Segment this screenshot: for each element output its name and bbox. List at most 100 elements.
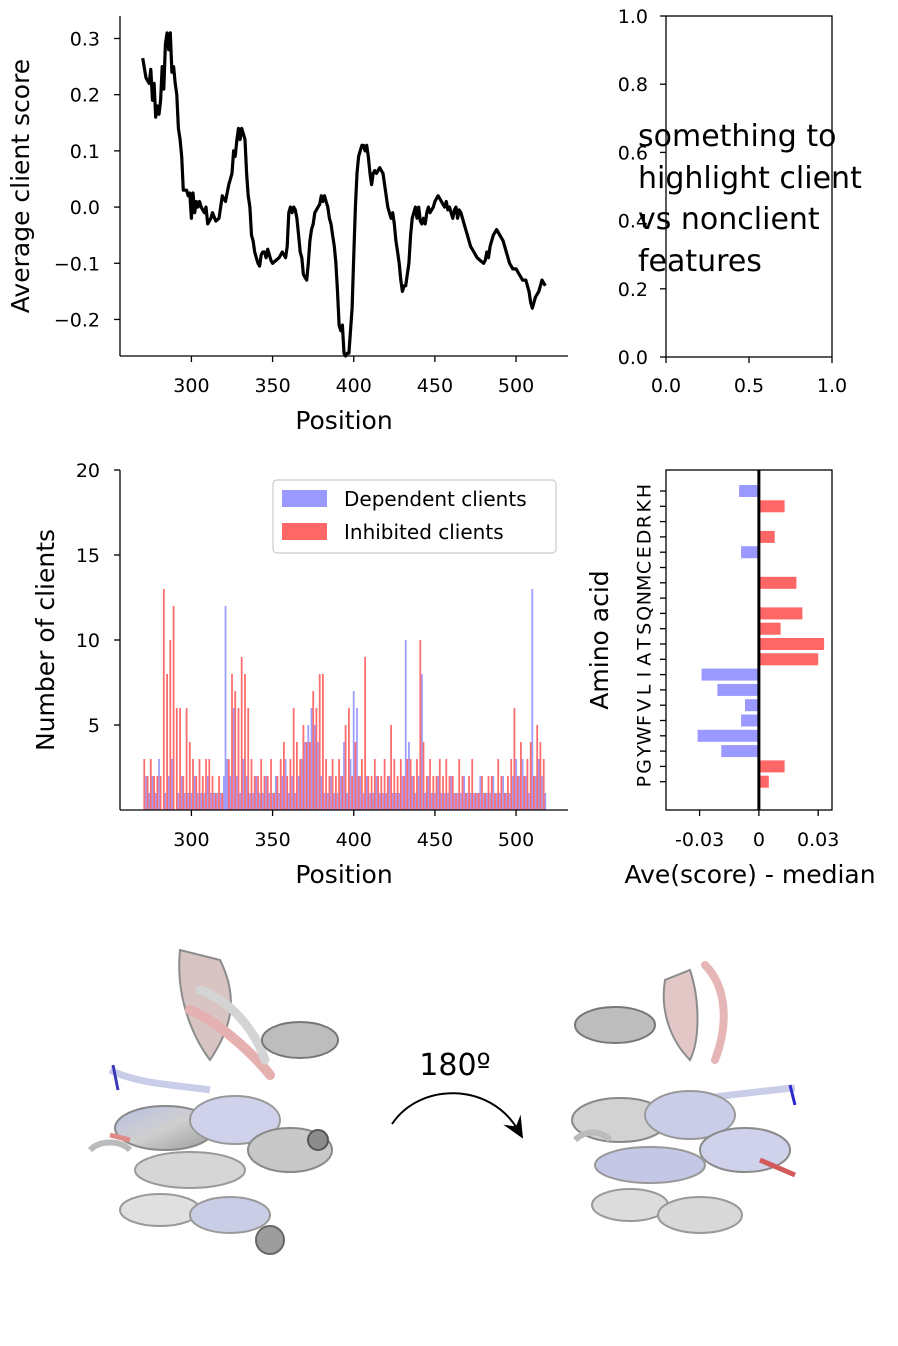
bar-dependent	[528, 793, 530, 810]
bar-inhibited	[348, 708, 350, 810]
bar-dependent	[401, 776, 404, 810]
bar-dependent	[398, 793, 401, 810]
amino-acid-bar	[758, 530, 775, 543]
bar-dependent	[313, 725, 316, 810]
bar-inhibited	[513, 708, 516, 810]
bar-inhibited	[419, 640, 422, 810]
bar-dependent	[320, 776, 323, 810]
bar-dependent	[177, 793, 180, 810]
x-tick-label: 300	[173, 829, 209, 851]
bar-inhibited	[198, 759, 201, 810]
y-tick-label: R	[634, 515, 656, 528]
bar-dependent	[424, 793, 427, 810]
rotation-label: 180º	[419, 1048, 490, 1083]
bar-inhibited	[146, 776, 149, 810]
bar-inhibited	[507, 776, 509, 810]
x-ticks: 300 350 400 450 500	[173, 356, 534, 397]
bar-inhibited	[393, 759, 396, 810]
bar-inhibited	[409, 759, 412, 810]
protein-structure-panel: 180º	[87, 948, 797, 1255]
y-tick-label: L	[634, 684, 656, 695]
bar-dependent	[224, 606, 227, 810]
bar-dependent	[339, 776, 342, 810]
bar-inhibited	[289, 759, 292, 810]
bar-dependent	[323, 793, 326, 810]
y-tick-label: −0.2	[54, 309, 100, 331]
bar-inhibited	[234, 691, 237, 810]
bar-dependent	[466, 793, 469, 810]
bar-inhibited	[172, 606, 175, 810]
bar-dependent	[414, 793, 417, 810]
bar-dependent	[485, 793, 488, 810]
bar-inhibited	[231, 674, 233, 810]
bar-dependent	[271, 793, 274, 810]
bar-dependent	[206, 776, 209, 810]
bar-inhibited	[435, 776, 438, 810]
x-ticks: -0.03 0 0.03	[675, 810, 839, 851]
bar-inhibited	[214, 793, 217, 810]
amino-acid-bar	[758, 622, 781, 635]
bar-inhibited	[292, 708, 295, 810]
bar-inhibited	[529, 742, 532, 810]
bar-dependent	[378, 793, 381, 810]
bar-dependent	[511, 776, 514, 810]
bar-dependent	[508, 793, 511, 810]
legend-swatch-dependent	[282, 490, 327, 507]
bar-dependent	[164, 793, 167, 810]
bar-inhibited	[438, 759, 441, 810]
y-tick-label: N	[634, 591, 656, 605]
bar-dependent	[411, 776, 414, 810]
x-tick-label: 0.0	[651, 375, 681, 397]
bar-dependent	[249, 793, 251, 810]
bar-dependent	[190, 793, 193, 810]
bar-dependent	[537, 759, 540, 810]
bar-inhibited	[354, 742, 357, 810]
amino-acid-bar	[741, 546, 759, 559]
bar-dependent	[287, 793, 290, 810]
bar-dependent	[430, 793, 433, 810]
bar-inhibited	[442, 776, 444, 810]
bar-inhibited	[270, 759, 272, 810]
bar-dependent	[226, 759, 228, 810]
bar-inhibited	[335, 776, 337, 810]
bar-inhibited	[159, 776, 162, 810]
bar-dependent	[476, 793, 478, 810]
bar-dependent	[265, 776, 267, 810]
bar-dependent	[369, 793, 371, 810]
legend-label-inhibited: Inhibited clients	[344, 520, 504, 544]
bar-inhibited	[390, 725, 392, 810]
bar-inhibited	[403, 776, 405, 810]
bar-dependent	[148, 793, 151, 810]
bar-dependent	[239, 793, 241, 810]
bar-inhibited	[315, 708, 318, 810]
bar-dependent	[333, 793, 336, 810]
bar-inhibited	[445, 759, 448, 810]
y-tick-label: G	[634, 759, 656, 774]
annotation-line-2: highlight client	[638, 161, 862, 196]
y-tick-label: D	[634, 530, 656, 545]
x-tick-label: 400	[336, 829, 372, 851]
amino-acid-bar	[739, 485, 759, 497]
bar-inhibited	[302, 725, 305, 810]
bar-dependent	[317, 742, 319, 810]
bar-dependent	[158, 759, 160, 810]
bar-inhibited	[526, 759, 529, 810]
bar-dependent	[300, 759, 303, 810]
y-axis-label: Average client score	[6, 59, 35, 313]
bar-dependent	[203, 793, 206, 810]
legend: Dependent clients Inhibited clients	[272, 479, 557, 554]
x-tick-label: -0.03	[675, 829, 724, 851]
bar-inhibited	[364, 657, 366, 810]
bar-inhibited	[188, 742, 191, 810]
bar-inhibited	[474, 793, 477, 810]
bar-inhibited	[185, 708, 188, 810]
bar-inhibited	[166, 674, 168, 810]
bar-dependent	[310, 708, 313, 810]
hbar-layer	[697, 485, 825, 788]
bar-inhibited	[484, 793, 487, 810]
y-tick-label: A	[634, 653, 656, 666]
bar-inhibited	[299, 759, 302, 810]
y-tick-label: W	[634, 726, 656, 745]
bar-dependent	[518, 776, 521, 810]
